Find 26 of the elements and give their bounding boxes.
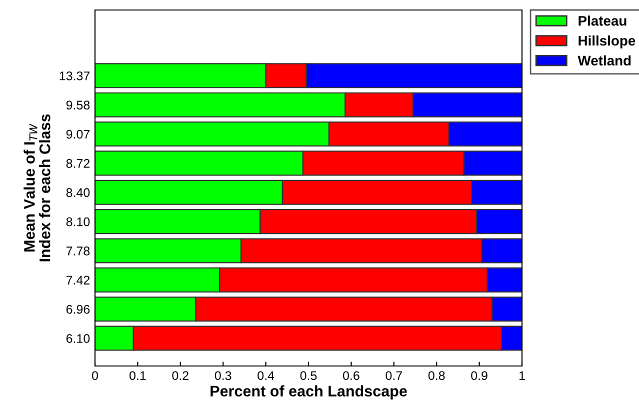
x-tick-label: 0.6 <box>343 371 360 380</box>
x-tick-label: 0.3 <box>214 371 232 380</box>
x-tick-label: 1 <box>519 371 525 380</box>
y-tick-label: 8.40 <box>66 188 90 198</box>
x-tick-label: 0.1 <box>130 371 146 380</box>
x-tick-label: 0.9 <box>471 371 488 380</box>
y-tick-label: 8.10 <box>66 217 90 226</box>
y-tick-label: 13.37 <box>60 71 90 80</box>
y-tick-label: 6.96 <box>66 304 90 314</box>
y-tick-label: 9.07 <box>66 130 90 139</box>
legend-label: Wetland <box>578 55 631 66</box>
legend-label: Plateau <box>578 16 626 26</box>
y-tick-label: 8.72 <box>66 158 90 168</box>
x-tick-label: 0.4 <box>258 371 274 380</box>
y-tick-label: 7.42 <box>66 276 90 284</box>
y-tick-label: 9.58 <box>66 100 90 110</box>
y-tick-label: 7.78 <box>66 246 90 256</box>
x-tick-label: 0 <box>92 371 98 380</box>
x-tick-label: 0.5 <box>300 371 317 380</box>
x-tick-label: 0.2 <box>172 371 188 380</box>
x-tick-label: 0.7 <box>386 371 402 380</box>
y-axis-title: Mean Value of I$_{TW}$ Index for each Class <box>24 114 50 262</box>
x-tick-label: 0.8 <box>428 371 445 380</box>
legend-label: Hillslope <box>578 35 636 48</box>
x-axis-title: Percent of each Landscape <box>210 385 407 400</box>
y-tick-label: 6.10 <box>66 334 90 343</box>
